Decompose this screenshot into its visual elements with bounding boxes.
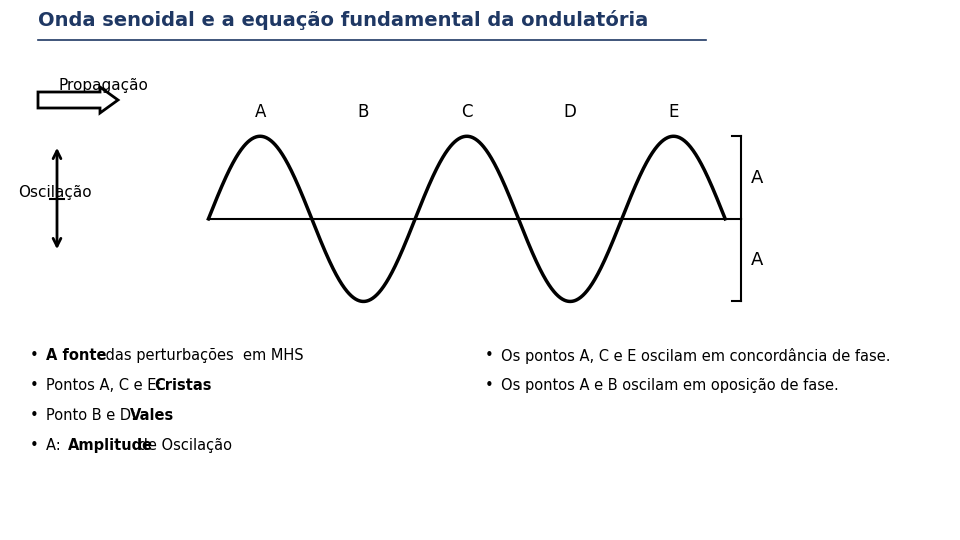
Text: •: • bbox=[485, 378, 493, 393]
Text: Propagação: Propagação bbox=[58, 78, 148, 93]
Text: A:: A: bbox=[46, 438, 65, 453]
Text: C: C bbox=[461, 103, 472, 122]
Text: A: A bbox=[751, 251, 763, 269]
Text: Onda senoidal e a equação fundamental da ondulatória: Onda senoidal e a equação fundamental da… bbox=[38, 10, 649, 30]
Text: das perturbações  em MHS: das perturbações em MHS bbox=[101, 348, 303, 363]
Text: A: A bbox=[751, 168, 763, 186]
Text: E: E bbox=[668, 103, 679, 122]
Text: •: • bbox=[30, 378, 38, 393]
Text: Amplitude: Amplitude bbox=[68, 438, 154, 453]
Text: Os pontos A e B oscilam em oposição de fase.: Os pontos A e B oscilam em oposição de f… bbox=[501, 378, 839, 393]
Text: Pontos A, C e E:: Pontos A, C e E: bbox=[46, 378, 166, 393]
Text: Cristas: Cristas bbox=[154, 378, 211, 393]
FancyArrow shape bbox=[38, 87, 118, 113]
Text: •: • bbox=[30, 438, 38, 453]
Text: Oscilação: Oscilação bbox=[18, 185, 91, 199]
Text: B: B bbox=[358, 103, 370, 122]
Text: Vales: Vales bbox=[130, 408, 175, 423]
Text: •: • bbox=[30, 408, 38, 423]
Text: de Oscilação: de Oscilação bbox=[134, 438, 232, 453]
Text: Os pontos A, C e E oscilam em concordância de fase.: Os pontos A, C e E oscilam em concordânc… bbox=[501, 348, 891, 364]
Text: Ponto B e D:: Ponto B e D: bbox=[46, 408, 141, 423]
Text: D: D bbox=[564, 103, 577, 122]
Text: A: A bbox=[254, 103, 266, 122]
Text: A fonte: A fonte bbox=[46, 348, 107, 363]
Text: •: • bbox=[485, 348, 493, 363]
Text: •: • bbox=[30, 348, 38, 363]
